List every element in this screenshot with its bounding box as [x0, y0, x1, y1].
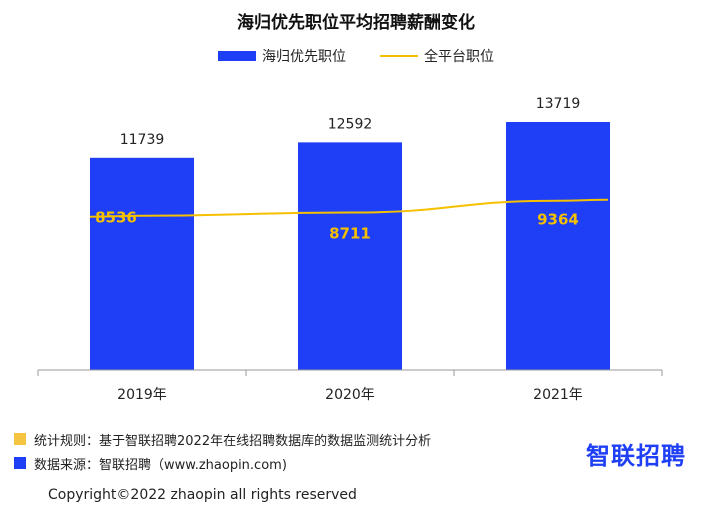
chart-title: 海归优先职位平均招聘薪酬变化	[237, 13, 475, 33]
note-rule: 统计规则：基于智联招聘2022年在线招聘数据库的数据监测统计分析	[14, 427, 431, 451]
legend-item-line: 全平台职位	[380, 46, 494, 66]
footnotes: 统计规则：基于智联招聘2022年在线招聘数据库的数据监测统计分析 数据来源：智联…	[14, 427, 431, 475]
zhaopin-logo: 智联招聘	[586, 442, 686, 470]
note-source: 数据来源：智联招聘（www.zhaopin.com)	[14, 451, 431, 475]
legend-item-bar: 海归优先职位	[218, 46, 346, 66]
note-source-swatch	[14, 457, 26, 469]
bar-2	[506, 122, 610, 370]
chart-plot: 11739 12592 13719 2019年 2020年 2021年 8536 8711 93…	[37, 96, 663, 403]
line-value-label-1: 8711	[329, 225, 371, 243]
series-line-all-platform	[89, 198, 609, 218]
legend-label-line: 全平台职位	[424, 49, 494, 65]
legend-label-bar: 海归优先职位	[262, 49, 346, 65]
x-tick-label-0: 2019年	[117, 387, 167, 403]
legend-swatch-line	[380, 55, 418, 57]
bar-value-label-1: 12592	[328, 116, 373, 132]
legend-swatch-bar	[218, 51, 256, 61]
copyright-text: Copyright©2022 zhaopin all rights reserv…	[48, 487, 357, 503]
note-source-text: 数据来源：智联招聘（www.zhaopin.com)	[34, 457, 287, 473]
bar-value-label-0: 11739	[120, 132, 165, 148]
chart-legend: 海归优先职位 全平台职位	[0, 46, 712, 66]
line-value-label-0: 8536	[95, 209, 137, 227]
bar-value-label-2: 13719	[536, 96, 581, 112]
line-value-label-2: 9364	[537, 211, 579, 229]
bar-1	[298, 142, 402, 370]
x-tick-label-1: 2020年	[325, 387, 375, 403]
x-tick-label-2: 2021年	[533, 387, 583, 403]
note-rule-text: 统计规则：基于智联招聘2022年在线招聘数据库的数据监测统计分析	[34, 433, 432, 449]
note-rule-swatch	[14, 433, 26, 445]
bar-0	[90, 157, 194, 370]
